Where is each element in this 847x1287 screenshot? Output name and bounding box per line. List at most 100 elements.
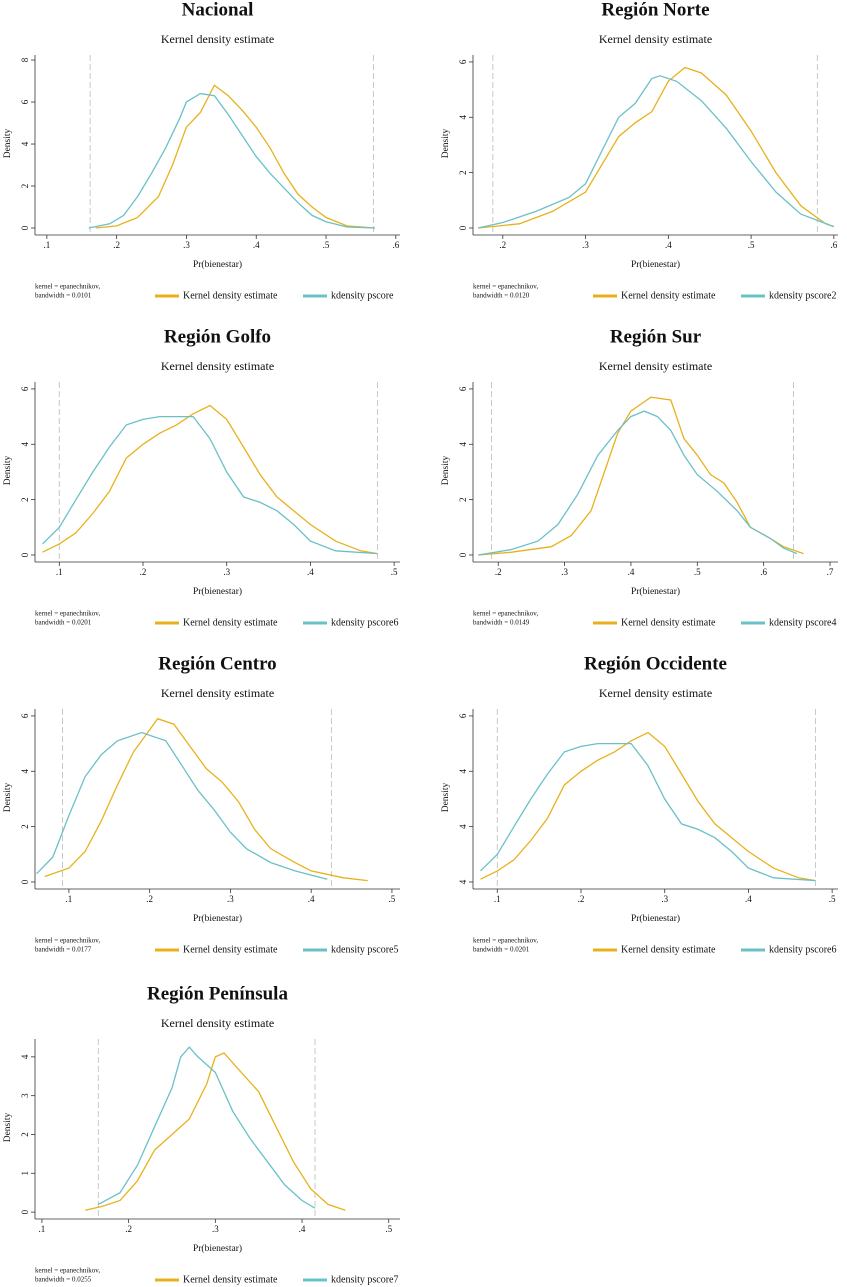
y-tick-label: 4 (458, 824, 468, 829)
panel: Región Occidente Kernel density estimate 4… (441, 653, 838, 955)
legend-label: Kernel density estimate (183, 290, 278, 301)
x-tick-label: .6 (760, 567, 767, 577)
y-axis-label: Density (441, 128, 451, 158)
x-tick-label: .5 (389, 894, 396, 904)
y-tick-label: 4 (458, 442, 468, 447)
y-tick-label: 0 (20, 552, 30, 557)
x-tick-label: .3 (223, 567, 230, 577)
x-tick-label: .4 (299, 1224, 306, 1234)
note: bandwidth = 0.0201 (473, 946, 530, 954)
x-axis-label: Pr(bienestar) (193, 586, 242, 597)
x-tick-label: .2 (499, 240, 506, 250)
x-tick-label: .1 (39, 1224, 46, 1234)
density-line (478, 410, 798, 556)
note: bandwidth = 0.0177 (35, 946, 92, 954)
x-axis-label: Pr(bienestar) (193, 913, 242, 924)
panel-subtitle: Kernel density estimate (161, 1016, 274, 1030)
y-tick-label: 4 (20, 1054, 30, 1059)
legend-label: kdensity pscore6 (769, 944, 837, 955)
panel-title: Región Occidente (584, 653, 727, 674)
x-axis-label: Pr(bienestar) (193, 259, 242, 270)
x-tick-label: .2 (125, 1224, 132, 1234)
legend-label: Kernel density estimate (183, 944, 278, 955)
x-tick-label: .5 (829, 894, 836, 904)
panel-subtitle: Kernel density estimate (599, 359, 712, 373)
y-tick-label: 2 (20, 497, 30, 502)
density-line (480, 742, 816, 882)
note: bandwidth = 0.0149 (473, 619, 530, 627)
y-axis-label: Density (3, 782, 13, 812)
x-tick-label: .4 (253, 240, 260, 250)
x-tick-label: .4 (628, 567, 635, 577)
panel-title: Nacional (182, 0, 254, 20)
panel-subtitle: Kernel density estimate (599, 32, 712, 46)
note: bandwidth = 0.0101 (35, 292, 92, 300)
note: kernel = epanechnikov, (473, 610, 538, 618)
x-tick-label: .5 (385, 1224, 392, 1234)
panel-title: Región Golfo (164, 326, 271, 347)
x-tick-label: .5 (694, 567, 701, 577)
note: bandwidth = 0.0255 (35, 1276, 92, 1284)
y-tick-label: 0 (458, 552, 468, 557)
density-line (42, 404, 378, 555)
x-tick-label: .3 (212, 1224, 219, 1234)
x-tick-label: .1 (56, 567, 63, 577)
note: bandwidth = 0.0201 (35, 619, 92, 627)
panel-subtitle: Kernel density estimate (161, 359, 274, 373)
legend-label: kdensity pscore (331, 290, 394, 301)
x-tick-label: .3 (661, 894, 668, 904)
x-tick-label: .2 (495, 567, 502, 577)
panel: Nacional Kernel density estimate 0 2 4 6 8 .1 .2… (3, 0, 400, 301)
y-axis-label: Density (3, 455, 13, 485)
x-tick-label: .5 (748, 240, 755, 250)
legend-label: Kernel density estimate (621, 617, 716, 628)
density-line (85, 1052, 346, 1211)
y-axis-label: Density (441, 455, 451, 485)
y-tick-label: 4 (458, 115, 468, 120)
legend-label: kdensity pscore4 (769, 617, 837, 628)
y-axis-label: Density (3, 128, 13, 158)
x-tick-label: .7 (827, 567, 834, 577)
note: kernel = epanechnikov, (35, 937, 100, 945)
panel: Región Norte Kernel density estimate 0 2 4 6.… (441, 0, 838, 301)
note: kernel = epanechnikov, (35, 1267, 100, 1275)
density-line (477, 75, 835, 229)
x-tick-label: .2 (146, 894, 153, 904)
panel: Región Golfo Kernel density estimate 0 2 4 6.… (3, 326, 400, 628)
y-tick-label: 0 (20, 879, 30, 884)
panel: Región Península Kernel density estimate 0… (3, 983, 400, 1285)
y-tick-label: 6 (458, 59, 468, 64)
y-tick-label: 4 (20, 442, 30, 447)
note: kernel = epanechnikov, (473, 283, 538, 291)
y-tick-label: 4 (458, 769, 468, 774)
density-line (36, 731, 328, 880)
panel-subtitle: Kernel density estimate (161, 686, 274, 700)
note: kernel = epanechnikov, (35, 610, 100, 618)
x-tick-label: .3 (582, 240, 589, 250)
y-tick-label: 6 (20, 99, 30, 104)
density-line (44, 717, 368, 882)
legend-label: Kernel density estimate (621, 290, 716, 301)
x-tick-label: .2 (578, 894, 585, 904)
panel: Región Sur Kernel density estimate 0 2 4 6 .2.… (441, 326, 838, 628)
legend-label: kdensity pscore5 (331, 944, 399, 955)
x-tick-label: .6 (830, 240, 837, 250)
x-tick-label: .4 (308, 894, 315, 904)
y-tick-label: 8 (20, 57, 30, 62)
x-tick-label: .4 (745, 894, 752, 904)
panel-title: Región Sur (610, 326, 702, 347)
y-tick-label: 4 (20, 141, 30, 146)
note: bandwidth = 0.0120 (473, 292, 530, 300)
legend-label: kdensity pscore7 (331, 1274, 399, 1285)
density-line (97, 1046, 316, 1209)
y-tick-label: 2 (20, 1132, 30, 1137)
note: kernel = epanechnikov, (473, 937, 538, 945)
density-line (42, 415, 378, 555)
x-axis-label: Pr(bienestar) (193, 1243, 242, 1254)
x-tick-label: .6 (392, 240, 399, 250)
y-tick-label: 0 (458, 225, 468, 230)
y-tick-label: 4 (20, 769, 30, 774)
y-tick-label: 2 (20, 824, 30, 829)
panel-subtitle: Kernel density estimate (599, 686, 712, 700)
y-tick-label: 4 (458, 879, 468, 884)
